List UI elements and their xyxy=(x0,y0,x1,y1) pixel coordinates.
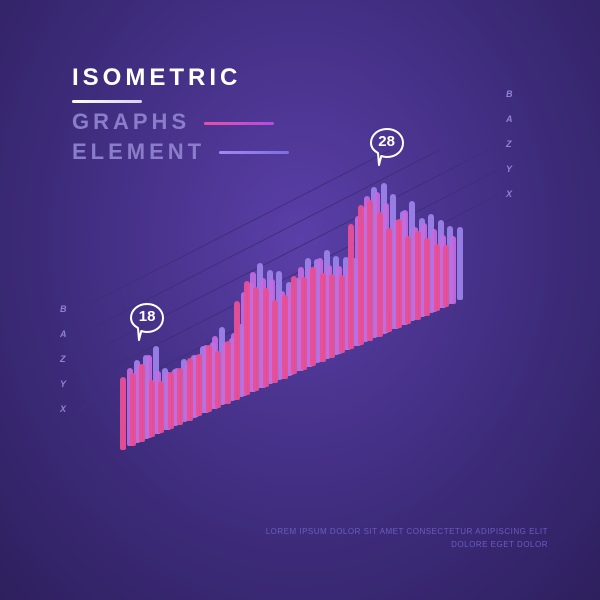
chart-bar xyxy=(310,267,316,366)
axis-label-right: B xyxy=(506,89,514,99)
chart-bar xyxy=(405,236,411,324)
chart-bar xyxy=(443,245,449,307)
chart-bar xyxy=(396,219,402,328)
chart-bar xyxy=(320,273,326,361)
title-underline-2 xyxy=(204,122,274,125)
title-underline-1 xyxy=(72,100,142,103)
title-line-1: ISOMETRIC xyxy=(72,62,289,94)
chart-bar xyxy=(139,364,145,442)
chart-bar xyxy=(367,200,373,340)
footer-line-2: DOLORE EGET DOLOR xyxy=(266,539,548,552)
chart-bar xyxy=(253,287,259,391)
chart-bar xyxy=(272,300,278,383)
chart-bar xyxy=(206,345,212,413)
chart-bar xyxy=(244,281,250,395)
callout-value: 18 xyxy=(125,308,169,325)
chart-bar xyxy=(339,275,345,353)
chart-bar xyxy=(225,341,231,403)
chart-bar xyxy=(450,236,456,304)
chart-bar xyxy=(415,231,421,319)
chart-bar xyxy=(358,205,364,345)
chart-bar xyxy=(457,227,463,300)
chart-bar xyxy=(234,301,240,400)
chart-bar xyxy=(434,244,440,312)
axis-label-right: Z xyxy=(506,139,513,149)
chart-bar xyxy=(120,377,126,450)
chart-bar xyxy=(149,380,155,437)
chart-bar xyxy=(263,288,269,387)
callout-bubble: 18 xyxy=(125,300,169,344)
chart-bar xyxy=(130,373,136,446)
chart-bar xyxy=(158,381,164,433)
chart-bar xyxy=(177,368,183,425)
chart-bar xyxy=(386,228,392,332)
chart-bar xyxy=(187,358,193,420)
footer-line-1: LOREM IPSUM DOLOR SIT AMET CONSECTETUR A… xyxy=(266,526,548,539)
chart-bar xyxy=(348,224,354,349)
axis-label-right: A xyxy=(506,114,514,124)
chart-bar xyxy=(282,295,288,378)
chart-bar xyxy=(291,276,297,375)
chart-bar xyxy=(168,372,174,429)
chart-bar xyxy=(329,274,335,357)
callout-value: 28 xyxy=(365,133,409,150)
chart-bar xyxy=(196,354,202,416)
callout-bubble: 28 xyxy=(365,125,409,169)
isometric-chart: BAZYXBAZYX 1828 xyxy=(40,150,560,510)
chart-bar xyxy=(215,351,221,408)
chart-bar xyxy=(424,238,430,316)
chart-bar xyxy=(301,277,307,371)
bar-layer xyxy=(40,150,560,510)
chart-bar xyxy=(377,212,383,337)
footer-text: LOREM IPSUM DOLOR SIT AMET CONSECTETUR A… xyxy=(266,526,548,552)
title-line-2: GRAPHS xyxy=(72,107,190,137)
